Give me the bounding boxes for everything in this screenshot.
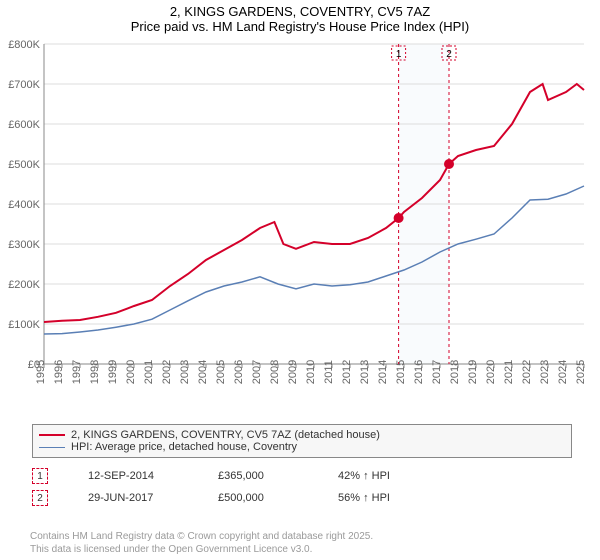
x-tick-label: 2008 <box>269 360 281 384</box>
x-tick-label: 2009 <box>287 360 299 384</box>
sale-price: £365,000 <box>218 470 298 482</box>
footer-attribution: Contains HM Land Registry data © Crown c… <box>30 531 373 556</box>
x-tick-label: 2012 <box>341 360 353 384</box>
sale-date: 29-JUN-2017 <box>88 492 178 504</box>
line-chart: £0£100K£200K£300K£400K£500K£600K£700K£80… <box>0 36 600 416</box>
chart-area: £0£100K£200K£300K£400K£500K£600K£700K£80… <box>0 36 600 416</box>
x-tick-label: 2005 <box>215 360 227 384</box>
x-tick-label: 2018 <box>449 360 461 384</box>
y-tick-label: £400K <box>8 199 40 211</box>
y-tick-label: £600K <box>8 119 40 131</box>
legend-item: HPI: Average price, detached house, Cove… <box>39 441 565 453</box>
x-tick-label: 2011 <box>323 360 335 384</box>
sale-date: 12-SEP-2014 <box>88 470 178 482</box>
price-paid-series <box>44 84 584 322</box>
sale-row: 1 12-SEP-2014 £365,000 42% ↑ HPI <box>32 468 390 484</box>
x-tick-label: 2020 <box>485 360 497 384</box>
x-tick-label: 1996 <box>53 360 65 384</box>
legend-swatch <box>39 447 65 448</box>
x-tick-label: 1998 <box>89 360 101 384</box>
sale-price: £500,000 <box>218 492 298 504</box>
x-tick-label: 1999 <box>107 360 119 384</box>
x-tick-label: 2006 <box>233 360 245 384</box>
sale-vs-hpi: 56% ↑ HPI <box>338 492 390 504</box>
x-tick-label: 2016 <box>413 360 425 384</box>
y-tick-label: £300K <box>8 239 40 251</box>
y-tick-label: £500K <box>8 159 40 171</box>
footer-line1: Contains HM Land Registry data © Crown c… <box>30 531 373 544</box>
x-tick-label: 1997 <box>71 360 83 384</box>
chart-title-line2: Price paid vs. HM Land Registry's House … <box>0 19 600 34</box>
legend-label: 2, KINGS GARDENS, COVENTRY, CV5 7AZ (det… <box>71 429 380 441</box>
x-tick-label: 2001 <box>143 360 155 384</box>
sale-point-marker <box>444 159 454 169</box>
y-tick-label: £200K <box>8 279 40 291</box>
x-tick-label: 2002 <box>161 360 173 384</box>
x-tick-label: 2021 <box>503 360 515 384</box>
sale-point-marker <box>394 213 404 223</box>
legend-label: HPI: Average price, detached house, Cove… <box>71 441 297 453</box>
x-tick-label: 2022 <box>521 360 533 384</box>
x-tick-label: 2025 <box>575 360 587 384</box>
x-tick-label: 2007 <box>251 360 263 384</box>
legend-item: 2, KINGS GARDENS, COVENTRY, CV5 7AZ (det… <box>39 429 565 441</box>
y-tick-label: £800K <box>8 39 40 51</box>
x-tick-label: 2017 <box>431 360 443 384</box>
legend-swatch <box>39 434 65 436</box>
y-tick-label: £100K <box>8 319 40 331</box>
x-tick-label: 2019 <box>467 360 479 384</box>
x-tick-label: 2014 <box>377 360 389 384</box>
x-tick-label: 2015 <box>395 360 407 384</box>
x-tick-label: 2013 <box>359 360 371 384</box>
hpi-series <box>44 186 584 334</box>
x-tick-label: 2023 <box>539 360 551 384</box>
x-tick-label: 2004 <box>197 360 209 384</box>
callout-label: 2 <box>446 49 452 60</box>
callout-label: 1 <box>396 49 402 60</box>
footer-line2: This data is licensed under the Open Gov… <box>30 544 373 557</box>
y-tick-label: £700K <box>8 79 40 91</box>
x-tick-label: 1995 <box>35 360 47 384</box>
sale-row: 2 29-JUN-2017 £500,000 56% ↑ HPI <box>32 490 390 506</box>
x-tick-label: 2024 <box>557 360 569 384</box>
chart-title-line1: 2, KINGS GARDENS, COVENTRY, CV5 7AZ <box>0 4 600 19</box>
sale-marker-box: 2 <box>32 490 48 506</box>
x-tick-label: 2003 <box>179 360 191 384</box>
sale-marker-box: 1 <box>32 468 48 484</box>
legend: 2, KINGS GARDENS, COVENTRY, CV5 7AZ (det… <box>32 424 572 458</box>
x-tick-label: 2000 <box>125 360 137 384</box>
sale-vs-hpi: 42% ↑ HPI <box>338 470 390 482</box>
x-tick-label: 2010 <box>305 360 317 384</box>
